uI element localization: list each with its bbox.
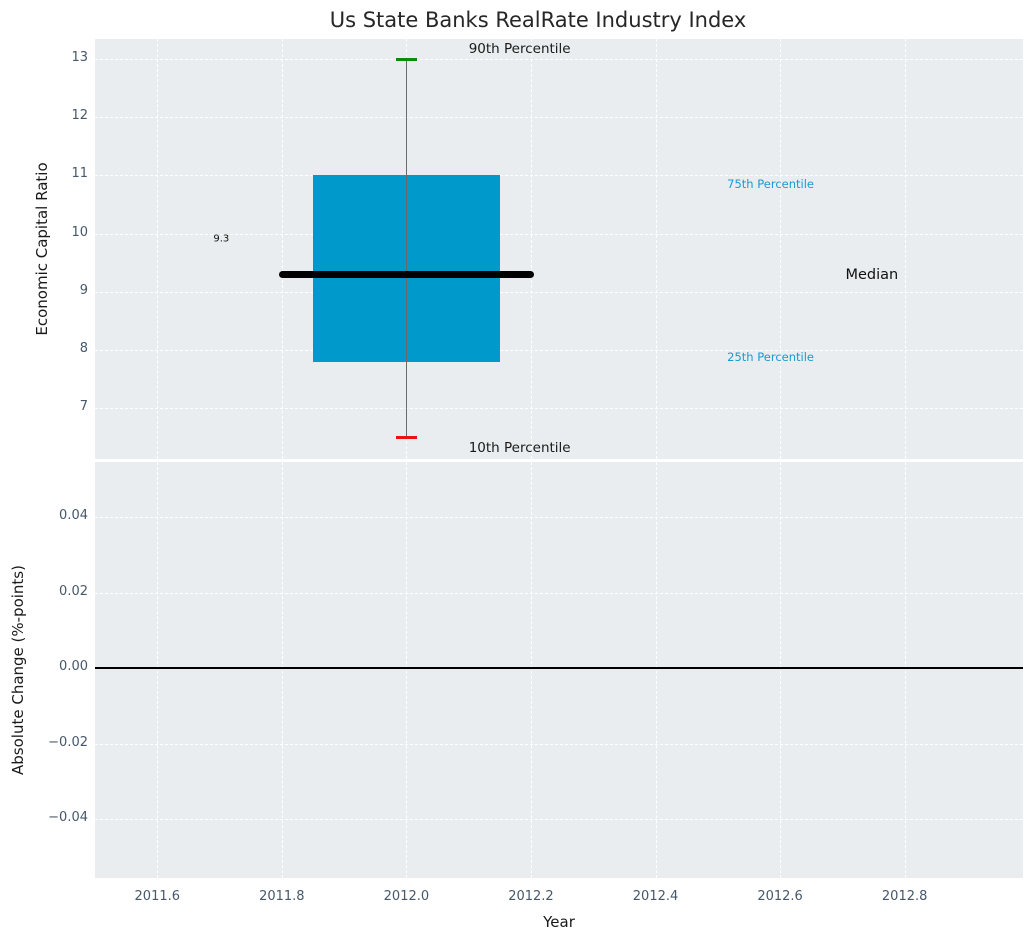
y-axis-label-top: Economic Capital Ratio (33, 162, 51, 336)
annotation-25th-percentile: 25th Percentile (727, 350, 814, 365)
y-tick-label: 0.02 (59, 583, 88, 599)
y-tick-label: −0.02 (48, 734, 88, 750)
y-tick-label: 9 (79, 282, 88, 298)
gridline-horizontal (95, 819, 1023, 821)
gridline-vertical (655, 39, 657, 459)
gridline-horizontal (95, 743, 1023, 745)
annotation-median: Median (845, 267, 899, 284)
annotation-median-value: 9.3 (213, 233, 230, 245)
annotation-75th-percentile: 75th Percentile (727, 176, 814, 191)
x-axis-label: Year (543, 913, 575, 931)
gridline-vertical (406, 462, 408, 878)
gridline-vertical (530, 39, 532, 459)
x-tick-label: 2012.6 (757, 889, 803, 904)
y-tick-label: 12 (71, 108, 88, 124)
gridline-horizontal (95, 175, 1023, 177)
y-tick-label: 13 (71, 50, 88, 66)
gridline-horizontal (95, 233, 1023, 235)
y-tick-label: 7 (79, 399, 88, 415)
top-plot-area (95, 39, 1023, 459)
gridline-horizontal (95, 592, 1023, 594)
gridline-vertical (780, 39, 782, 459)
bottom-plot-area (95, 462, 1023, 878)
gridline-vertical (157, 39, 159, 459)
gridline-horizontal (95, 517, 1023, 519)
p10-cap (396, 435, 418, 439)
gridline-vertical (904, 39, 906, 459)
gridline-vertical (157, 462, 159, 878)
y-tick-label: 11 (71, 166, 88, 182)
zero-line (95, 667, 1023, 669)
whisker-line (405, 59, 408, 438)
gridline-vertical (281, 462, 283, 878)
x-tick-label: 2011.8 (259, 889, 305, 904)
gridline-horizontal (95, 291, 1023, 293)
gridline-vertical (530, 462, 532, 878)
annotation-10th-percentile: 10th Percentile (468, 439, 571, 456)
median-line (278, 270, 535, 278)
chart-title: Us State Banks RealRate Industry Index (329, 8, 747, 32)
y-tick-label: 8 (79, 340, 88, 356)
y-tick-label: 0.04 (59, 508, 88, 524)
gridline-horizontal (95, 59, 1023, 61)
gridline-vertical (281, 39, 283, 459)
y-tick-label: −0.04 (48, 810, 88, 826)
annotation-90th-percentile: 90th Percentile (468, 41, 571, 58)
y-axis-label-bottom: Absolute Change (%-points) (9, 565, 27, 775)
gridline-vertical (655, 462, 657, 878)
gridline-vertical (904, 462, 906, 878)
x-tick-label: 2012.0 (383, 889, 430, 904)
x-tick-label: 2011.6 (134, 889, 181, 904)
x-tick-label: 2012.2 (508, 889, 554, 904)
gridline-horizontal (95, 117, 1023, 119)
p90-cap (396, 57, 418, 61)
x-tick-label: 2012.8 (881, 889, 928, 904)
gridline-horizontal (95, 349, 1023, 351)
gridline-vertical (780, 462, 782, 878)
gridline-horizontal (95, 408, 1023, 410)
y-tick-label: 0.00 (59, 659, 88, 675)
x-tick-label: 2012.4 (632, 889, 679, 904)
y-tick-label: 10 (71, 224, 88, 240)
